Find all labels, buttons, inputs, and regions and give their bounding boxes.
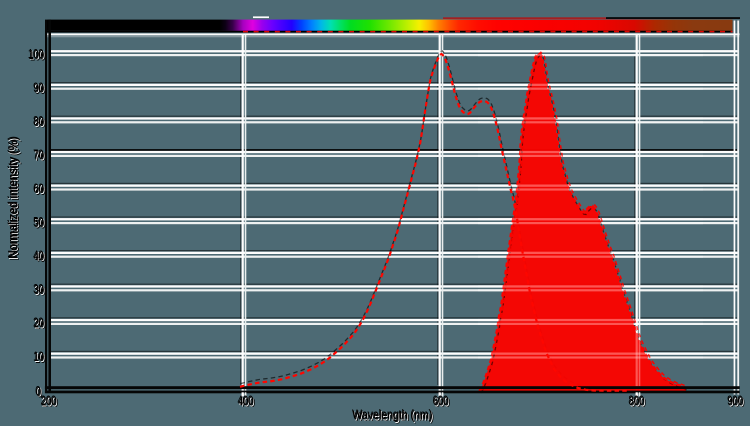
svg-text:600: 600 <box>433 393 449 408</box>
svg-text:80: 80 <box>34 114 44 129</box>
svg-text:Normalized intensity (%): Normalized intensity (%) <box>6 138 21 260</box>
svg-text:800: 800 <box>630 394 646 409</box>
svg-text:30: 30 <box>35 284 45 299</box>
svg-text:10: 10 <box>33 348 43 363</box>
svg-text:20: 20 <box>35 316 45 331</box>
svg-text:50: 50 <box>35 216 45 231</box>
svg-text:0: 0 <box>35 383 40 398</box>
svg-text:Normalized intensity (%): Normalized intensity (%) <box>6 137 21 259</box>
svg-text:800: 800 <box>629 394 645 409</box>
svg-text:30: 30 <box>33 281 43 296</box>
svg-text:200: 200 <box>41 394 57 409</box>
svg-text:Wavelength (nm): Wavelength (nm) <box>353 408 433 423</box>
svg-text:80: 80 <box>33 113 43 128</box>
svg-text:50: 50 <box>35 216 45 231</box>
svg-text:900: 900 <box>727 393 743 408</box>
svg-text:0: 0 <box>37 385 42 400</box>
svg-text:70: 70 <box>34 148 44 163</box>
svg-text:400: 400 <box>239 394 255 409</box>
svg-text:200: 200 <box>43 395 59 410</box>
svg-text:100: 100 <box>28 46 44 61</box>
svg-text:80: 80 <box>35 116 45 131</box>
svg-text:30: 30 <box>35 283 45 298</box>
svg-text:0: 0 <box>36 384 41 399</box>
svg-text:70: 70 <box>35 149 45 164</box>
svg-text:10: 10 <box>35 351 45 366</box>
svg-text:40: 40 <box>33 248 43 263</box>
svg-text:70: 70 <box>35 148 45 163</box>
svg-text:60: 60 <box>34 181 44 196</box>
svg-text:Normalized intensity (%): Normalized intensity (%) <box>5 136 20 258</box>
svg-text:80: 80 <box>35 115 45 130</box>
svg-text:200: 200 <box>42 394 58 409</box>
svg-text:10: 10 <box>34 349 44 364</box>
svg-text:Wavelength (nm): Wavelength (nm) <box>354 409 434 424</box>
svg-text:90: 90 <box>34 80 44 95</box>
svg-text:0: 0 <box>37 385 42 400</box>
svg-text:Wavelength (nm): Wavelength (nm) <box>352 407 432 422</box>
svg-text:40: 40 <box>35 249 45 264</box>
svg-text:50: 50 <box>33 214 43 229</box>
svg-text:400: 400 <box>238 393 254 408</box>
svg-text:60: 60 <box>35 182 45 197</box>
svg-text:20: 20 <box>33 315 43 330</box>
svg-text:800: 800 <box>628 393 644 408</box>
svg-text:400: 400 <box>238 394 254 409</box>
svg-text:40: 40 <box>34 248 44 263</box>
svg-text:900: 900 <box>729 394 745 409</box>
svg-text:90: 90 <box>33 80 43 95</box>
svg-text:Normalized intensity (%): Normalized intensity (%) <box>7 139 22 261</box>
svg-text:100: 100 <box>29 48 45 63</box>
svg-text:900: 900 <box>729 395 745 410</box>
svg-text:600: 600 <box>433 394 449 409</box>
svg-text:900: 900 <box>728 394 744 409</box>
svg-text:20: 20 <box>34 316 44 331</box>
svg-text:70: 70 <box>33 147 43 162</box>
svg-text:800: 800 <box>631 395 647 410</box>
svg-text:400: 400 <box>240 395 256 410</box>
svg-text:100: 100 <box>29 47 45 62</box>
svg-text:90: 90 <box>35 82 45 97</box>
svg-text:100: 100 <box>30 48 46 63</box>
svg-text:10: 10 <box>35 350 45 365</box>
svg-text:Wavelength (nm): Wavelength (nm) <box>353 408 433 423</box>
svg-text:30: 30 <box>34 282 44 297</box>
svg-text:90: 90 <box>35 81 45 96</box>
svg-text:60: 60 <box>33 180 43 195</box>
svg-text:200: 200 <box>41 393 57 408</box>
svg-text:20: 20 <box>35 317 45 332</box>
svg-text:50: 50 <box>34 215 44 230</box>
svg-text:600: 600 <box>435 395 451 410</box>
svg-text:60: 60 <box>35 183 45 198</box>
svg-text:40: 40 <box>35 250 45 265</box>
svg-text:600: 600 <box>434 394 450 409</box>
